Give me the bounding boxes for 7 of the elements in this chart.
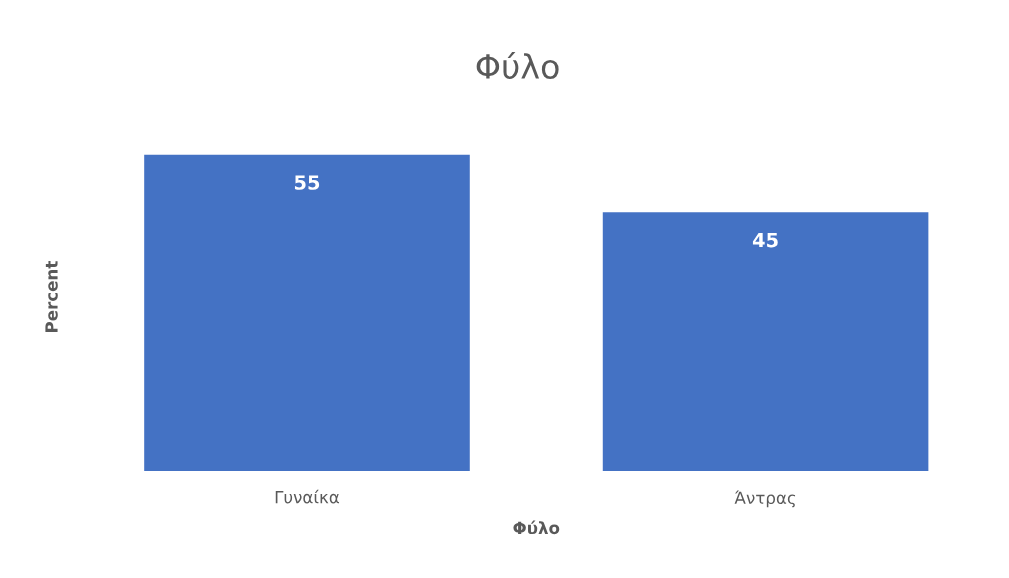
x-tick-label: Άντρας (734, 490, 796, 508)
y-axis-title: Percent (45, 261, 58, 332)
chart-title: Φύλο (476, 51, 559, 80)
data-label: 45 (752, 232, 778, 248)
data-label: 55 (294, 175, 320, 190)
x-axis-title: Φύλο (513, 520, 560, 535)
x-tick-label: Γυναίκα (275, 489, 340, 504)
